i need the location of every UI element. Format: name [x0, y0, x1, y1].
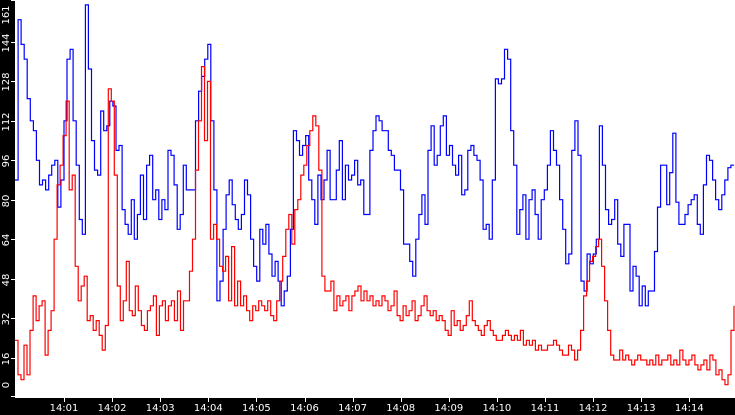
- y-tick: [11, 396, 15, 397]
- series-line-blue: [15, 4, 734, 307]
- x-tick: [496, 398, 498, 402]
- y-tick: [11, 199, 15, 201]
- y-tick: [11, 120, 15, 122]
- x-tick: [256, 398, 258, 402]
- y-tick-label: 32: [1, 312, 12, 326]
- x-tick-label: 14:07: [338, 403, 367, 414]
- y-tick: [11, 160, 15, 162]
- x-tick-label: 14:11: [530, 403, 560, 414]
- y-tick-label: 48: [1, 273, 12, 286]
- x-tick-label: 14:04: [193, 403, 223, 414]
- series-line-red: [15, 65, 735, 386]
- y-tick-label: 96: [1, 154, 12, 168]
- y-tick: [11, 239, 15, 241]
- y-tick-label: 16: [1, 352, 12, 365]
- y-tick: [11, 278, 15, 280]
- x-tick: [160, 398, 162, 402]
- x-tick-label: 14:05: [241, 403, 271, 414]
- x-tick: [689, 398, 691, 402]
- x-tick: [304, 398, 306, 402]
- x-axis: 14:01 14:02 14:03 14:04 14:05 14:06 14:07 14:08…: [0, 398, 735, 415]
- x-tick: [545, 398, 546, 402]
- y-tick-label: 128: [1, 72, 12, 92]
- y-tick-label: 80: [1, 194, 12, 208]
- y-tick: [11, 318, 15, 320]
- plot-area: [15, 0, 735, 398]
- x-tick: [352, 398, 354, 402]
- y-tick: [11, 81, 15, 83]
- x-tick-label: 14:14: [674, 403, 704, 414]
- y-tick-label: 161: [1, 5, 12, 25]
- line-chart: [15, 4, 735, 386]
- x-tick-label: 14:08: [386, 403, 416, 414]
- x-tick-label: 14:06: [290, 403, 319, 414]
- x-tick-label: 14:13: [626, 403, 656, 414]
- x-tick: [593, 398, 595, 402]
- x-tick-label: 14:09: [434, 403, 464, 414]
- y-tick-label: 64: [1, 233, 12, 247]
- y-tick: [11, 41, 15, 43]
- y-tick: [11, 357, 15, 359]
- x-tick-label: 14:03: [145, 403, 175, 414]
- x-tick: [641, 398, 643, 402]
- x-tick: [64, 398, 65, 402]
- y-tick-label: 144: [1, 33, 12, 53]
- x-tick-label: 14:10: [482, 403, 512, 414]
- y-tick: [11, 0, 15, 1]
- y-axis: 0 16 32 48 64 80 96 112 128 144 161: [0, 0, 15, 398]
- x-tick: [208, 398, 210, 402]
- x-tick-label: 14:12: [578, 403, 608, 414]
- y-tick-label: 0: [1, 381, 12, 389]
- x-tick: [112, 398, 114, 402]
- x-tick: [448, 398, 450, 402]
- x-tick-label: 14:01: [49, 403, 79, 414]
- y-tick-label: 112: [1, 112, 12, 132]
- x-tick: [400, 398, 402, 402]
- x-tick-label: 14:02: [97, 403, 127, 414]
